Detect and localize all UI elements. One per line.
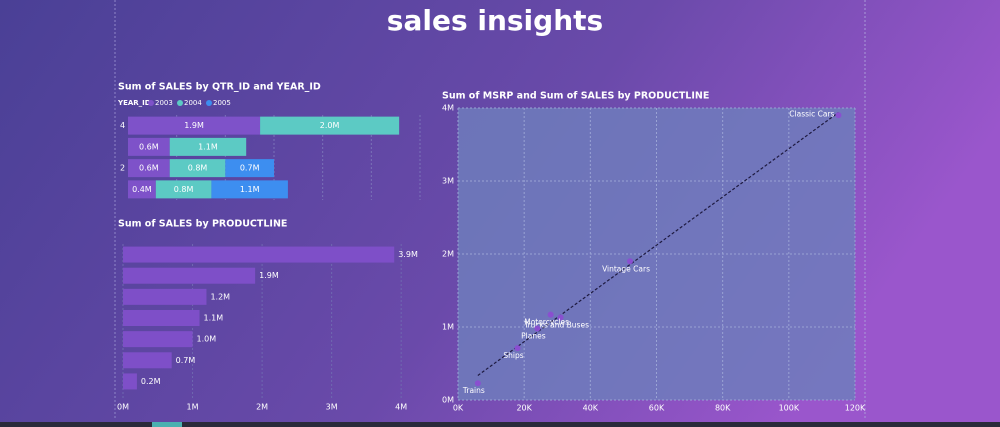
legend-label: 2005 — [213, 99, 231, 107]
chart-title: Sum of SALES by QTR_ID and YEAR_ID — [118, 82, 321, 93]
bar-segment — [128, 137, 170, 156]
y-tick-label: 1M — [442, 323, 454, 332]
value-label: 0.6M — [139, 142, 159, 151]
x-tick-label: 120K — [845, 404, 866, 413]
page-title: sales insights — [387, 4, 603, 37]
x-tick-label: 80K — [715, 404, 731, 413]
x-tick-label: 3M — [326, 403, 338, 412]
point-label: Motorcycles — [524, 318, 569, 327]
bar-segment — [128, 116, 261, 135]
bar-segment — [128, 159, 170, 178]
legend-label: 2004 — [184, 99, 202, 107]
value-label: 0.8M — [188, 164, 208, 173]
bar — [123, 310, 200, 326]
trend-line — [477, 112, 839, 376]
point-label: Classic Cars — [789, 109, 834, 118]
y-tick-label: 3M — [442, 177, 454, 186]
y-tick-label: 0M — [442, 396, 454, 405]
bar-segment — [169, 159, 226, 178]
legend-marker — [148, 100, 154, 106]
legend-title: YEAR_ID — [117, 99, 151, 107]
x-tick-label: 0K — [453, 404, 464, 413]
legend-label: 2003 — [155, 99, 173, 107]
y-tick-label: 4M — [442, 104, 454, 113]
bar — [123, 246, 395, 263]
point — [627, 258, 634, 265]
x-tick-label: 2M — [256, 403, 268, 412]
value-label: 1.1M — [204, 314, 224, 323]
value-label: 3.9M — [398, 250, 418, 259]
y-tick-label: 4 — [120, 121, 125, 130]
value-label: 1.1M — [240, 185, 260, 194]
bar — [123, 331, 193, 348]
bar — [123, 288, 207, 305]
y-tick-label: 2M — [442, 250, 454, 259]
bar — [123, 373, 137, 390]
legend-marker — [177, 100, 183, 106]
value-label: 1.9M — [259, 271, 279, 280]
point-label: Trains — [462, 386, 485, 395]
bottom-bar — [0, 422, 1000, 427]
point — [514, 345, 521, 352]
bar — [123, 352, 172, 369]
point — [547, 311, 554, 318]
bar-segment — [211, 180, 288, 199]
value-label: 0.6M — [139, 164, 159, 173]
x-tick-label: 0M — [117, 403, 129, 412]
chart-title: Sum of SALES by PRODUCTLINE — [118, 219, 287, 230]
x-tick-label: 100K — [779, 404, 800, 413]
x-tick-label: 20K — [516, 404, 532, 413]
bar — [123, 267, 256, 284]
x-tick-label: 40K — [583, 404, 599, 413]
point — [557, 314, 564, 321]
value-label: 0.7M — [240, 164, 260, 173]
bar-segment — [128, 180, 156, 199]
legend-marker — [206, 100, 212, 106]
point — [534, 325, 541, 332]
bar-segment — [169, 137, 247, 156]
value-label: 0.2M — [141, 377, 161, 386]
value-label: 0.7M — [176, 356, 196, 365]
point — [835, 112, 842, 119]
bar-segment — [225, 159, 274, 178]
value-label: 2.0M — [320, 121, 340, 130]
bar-segment — [260, 116, 400, 135]
value-label: 1.0M — [197, 335, 217, 344]
x-tick-label: 60K — [649, 404, 665, 413]
value-label: 1.1M — [198, 142, 218, 151]
bar-segment — [155, 180, 212, 199]
point-label: Ships — [503, 351, 523, 360]
value-label: 1.9M — [184, 121, 204, 130]
point-label: Trucks and Buses — [523, 321, 589, 330]
point-label: Vintage Cars — [602, 264, 650, 273]
point-label: Planes — [521, 331, 546, 340]
y-tick-label: 2 — [120, 164, 125, 173]
tab-indicator — [152, 422, 182, 427]
chart-title: Sum of MSRP and Sum of SALES by PRODUCTL… — [442, 91, 709, 102]
value-label: 1.2M — [210, 292, 230, 301]
point — [474, 380, 481, 387]
x-tick-label: 1M — [187, 403, 199, 412]
value-label: 0.4M — [132, 185, 152, 194]
value-label: 0.8M — [174, 185, 194, 194]
x-tick-label: 4M — [395, 403, 407, 412]
